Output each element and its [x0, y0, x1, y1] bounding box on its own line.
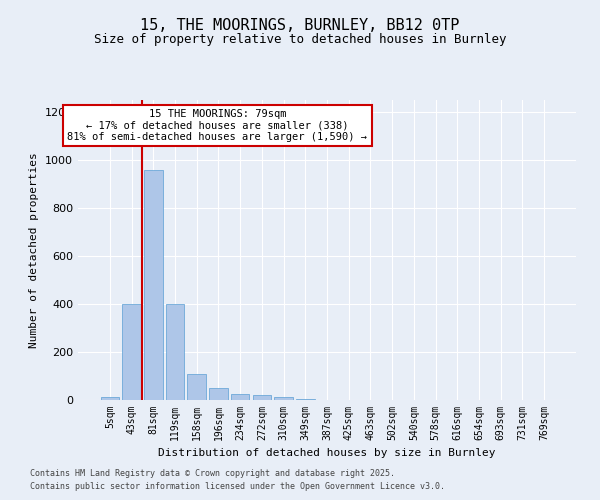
- X-axis label: Distribution of detached houses by size in Burnley: Distribution of detached houses by size …: [158, 448, 496, 458]
- Y-axis label: Number of detached properties: Number of detached properties: [29, 152, 40, 348]
- Bar: [209, 388, 227, 400]
- Text: Contains public sector information licensed under the Open Government Licence v3: Contains public sector information licen…: [30, 482, 445, 491]
- Bar: [231, 394, 250, 400]
- Text: 15, THE MOORINGS, BURNLEY, BB12 0TP: 15, THE MOORINGS, BURNLEY, BB12 0TP: [140, 18, 460, 32]
- Text: 15 THE MOORINGS: 79sqm
← 17% of detached houses are smaller (338)
81% of semi-de: 15 THE MOORINGS: 79sqm ← 17% of detached…: [67, 109, 367, 142]
- Text: Contains HM Land Registry data © Crown copyright and database right 2025.: Contains HM Land Registry data © Crown c…: [30, 468, 395, 477]
- Bar: [296, 399, 314, 400]
- Bar: [253, 395, 271, 400]
- Bar: [274, 397, 293, 400]
- Bar: [144, 170, 163, 400]
- Text: Size of property relative to detached houses in Burnley: Size of property relative to detached ho…: [94, 32, 506, 46]
- Bar: [166, 304, 184, 400]
- Bar: [101, 397, 119, 400]
- Bar: [187, 374, 206, 400]
- Bar: [122, 304, 141, 400]
